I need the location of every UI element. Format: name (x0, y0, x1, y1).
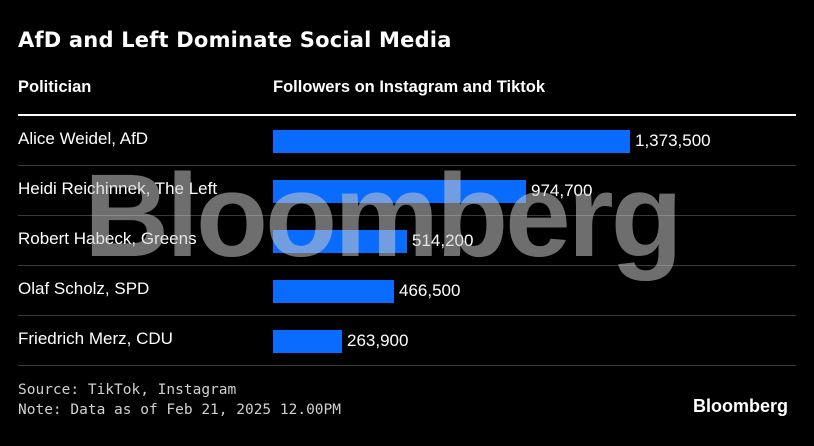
column-header-politician: Politician (18, 78, 92, 96)
source-note: Source: TikTok, Instagram (18, 382, 237, 398)
bar (273, 230, 407, 253)
table-row: Alice Weidel, AfD 1,373,500 (18, 116, 796, 166)
table-row: Olaf Scholz, SPD 466,500 (18, 266, 796, 316)
bar (273, 280, 394, 303)
header-rule (18, 114, 796, 116)
bloomberg-logo: Bloomberg (692, 396, 788, 416)
category-label: Olaf Scholz, SPD (18, 279, 150, 298)
bar (273, 330, 342, 353)
table-row: Heidi Reichinnek, The Left 974,700 (18, 166, 796, 216)
bar (273, 130, 630, 153)
category-label: Robert Habeck, Greens (18, 229, 197, 248)
category-label: Alice Weidel, AfD (18, 129, 149, 148)
bar-value-label: 974,700 (531, 181, 593, 200)
table-row: Robert Habeck, Greens 514,200 (18, 216, 796, 266)
bar (273, 180, 526, 203)
bar-value-label: 1,373,500 (635, 131, 711, 150)
category-label: Heidi Reichinnek, The Left (18, 179, 218, 198)
bar-value-label: 514,200 (412, 231, 474, 250)
column-header-followers: Followers on Instagram and Tiktok (273, 78, 545, 96)
footer-notes: Source: TikTok, Instagram Note: Data as … (18, 380, 341, 420)
chart-title: AfD and Left Dominate Social Media (18, 28, 452, 52)
bar-value-label: 466,500 (399, 281, 461, 300)
category-label: Friedrich Merz, CDU (18, 329, 173, 348)
date-note: Note: Data as of Feb 21, 2025 12.00PM (18, 402, 342, 418)
bar-value-label: 263,900 (347, 331, 409, 350)
table-row: Friedrich Merz, CDU 263,900 (18, 316, 796, 366)
